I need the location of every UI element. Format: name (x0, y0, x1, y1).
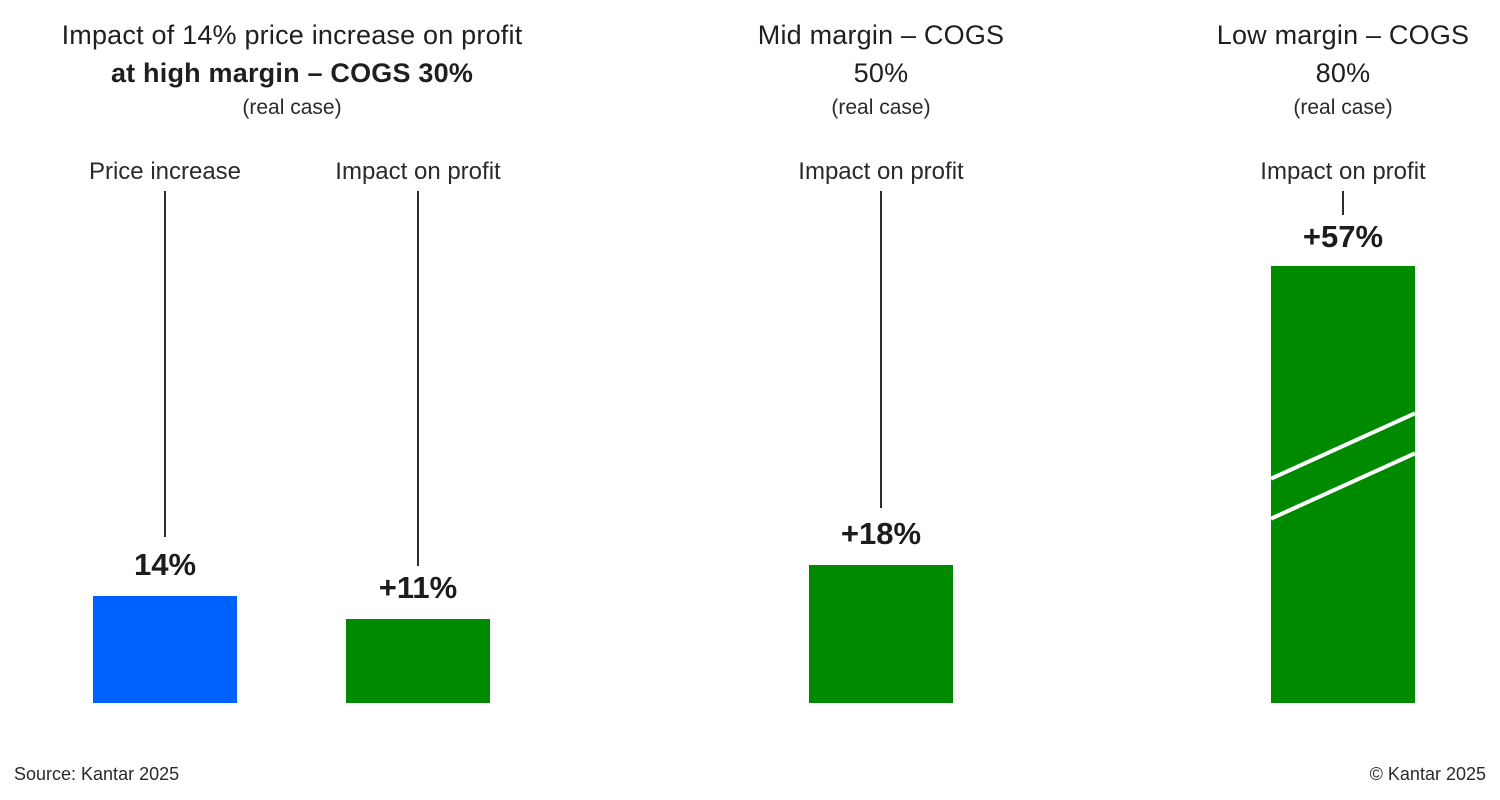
panel-subtitle: (real case) (1293, 96, 1393, 119)
panel-title-line2: 50% (853, 58, 909, 88)
footer-source: Source: Kantar 2025 (14, 764, 180, 784)
value-label-impact-on-profit: +18% (840, 516, 922, 551)
bar-impact-on-profit-low-margin (1271, 266, 1415, 703)
column-label-impact-on-profit: Impact on profit (1260, 158, 1426, 185)
axis-break-line-icon (1271, 451, 1415, 521)
bar-impact-on-profit-mid-margin (809, 565, 953, 703)
panel-title-line2: at high margin – COGS 30% (110, 58, 474, 88)
bar-price-increase (93, 596, 237, 703)
column-label-impact-on-profit: Impact on profit (335, 158, 501, 185)
leader-line (1342, 191, 1344, 215)
panel-title-line1: Low margin – COGS (1216, 20, 1470, 50)
value-label-price-increase: 14% (133, 547, 197, 582)
panel-subtitle: (real case) (242, 96, 342, 119)
axis-break-line-icon (1271, 411, 1415, 481)
leader-line (164, 191, 166, 537)
leader-line (417, 191, 419, 566)
column-label-price-increase: Price increase (88, 158, 242, 185)
bar-impact-on-profit-high-margin (346, 619, 490, 703)
value-label-impact-on-profit: +11% (378, 570, 458, 605)
footer-copyright: © Kantar 2025 (1369, 764, 1486, 784)
panel-title-line1: Impact of 14% price increase on profit (61, 20, 523, 50)
column-label-impact-on-profit: Impact on profit (798, 158, 964, 185)
leader-line (880, 191, 882, 508)
panel-title-line1: Mid margin – COGS (757, 20, 1005, 50)
panel-subtitle: (real case) (831, 96, 931, 119)
value-label-impact-on-profit: +57% (1302, 219, 1384, 254)
panel-title-line2: 80% (1315, 58, 1371, 88)
